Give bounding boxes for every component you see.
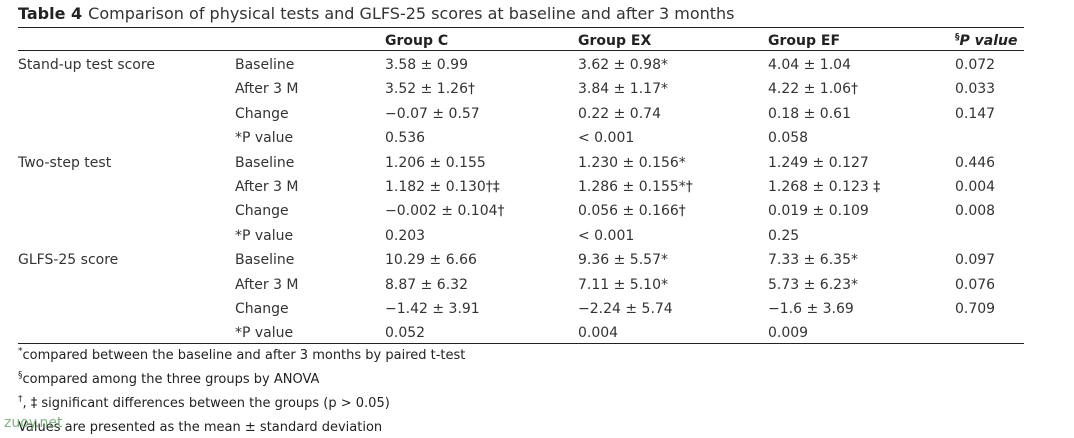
group-ex-cell: 1.286 ± 0.155*† xyxy=(578,179,693,195)
bottom-rule xyxy=(18,343,1024,344)
top-rule xyxy=(18,27,1024,28)
group-ef-cell: 1.249 ± 0.127 xyxy=(768,155,869,171)
table-title: Comparison of physical tests and GLFS-25… xyxy=(88,4,735,23)
footnote-text: , ‡ significant differences between the … xyxy=(22,396,390,411)
group-ex-cell: 9.36 ± 5.57* xyxy=(578,252,668,268)
measure-cell: Baseline xyxy=(235,155,295,171)
p-value-cell: 0.147 xyxy=(955,106,996,122)
group-ef-cell: 0.019 ± 0.109 xyxy=(768,203,869,219)
section-sign: § xyxy=(955,32,960,43)
footnote-anova: §compared among the three groups by ANOV… xyxy=(18,370,320,388)
group-ef-cell: 0.18 ± 0.61 xyxy=(768,106,851,122)
footnote-symbol: † xyxy=(18,394,23,405)
group-ef-cell: 1.268 ± 0.123 ‡ xyxy=(768,179,881,195)
group-c-cell: 10.29 ± 6.66 xyxy=(385,252,477,268)
group-c-cell: −1.42 ± 3.91 xyxy=(385,301,480,317)
p-value-cell: 0.004 xyxy=(955,179,996,195)
p-value-cell: 0.072 xyxy=(955,57,996,73)
group-c-cell: −0.002 ± 0.104† xyxy=(385,203,505,219)
measure-cell: *P value xyxy=(235,228,294,244)
group-c-cell: 0.536 xyxy=(385,130,426,146)
footnote-text: compared between the baseline and after … xyxy=(22,348,466,363)
p-value-cell: 0.446 xyxy=(955,155,996,171)
measure-cell: After 3 M xyxy=(235,179,299,195)
header-group-c: Group C xyxy=(385,33,449,49)
measure-cell: Change xyxy=(235,301,289,317)
group-ex-cell: 0.004 xyxy=(578,325,619,341)
p-value-cell: 0.076 xyxy=(955,277,996,293)
row-category: Two-step test xyxy=(18,155,112,171)
p-value-cell: 0.097 xyxy=(955,252,996,268)
measure-cell: Change xyxy=(235,106,289,122)
footnote-symbol: * xyxy=(18,346,23,357)
measure-cell: Change xyxy=(235,203,289,219)
footnote-paired: *compared between the baseline and after… xyxy=(18,346,466,364)
table-caption: Table 4 Comparison of physical tests and … xyxy=(18,4,735,23)
group-c-cell: −0.07 ± 0.57 xyxy=(385,106,480,122)
group-ef-cell: 0.058 xyxy=(768,130,809,146)
header-rule xyxy=(18,50,1024,51)
p-value-cell: 0.008 xyxy=(955,203,996,219)
group-ef-cell: 0.25 xyxy=(768,228,800,244)
row-category: Stand-up test score xyxy=(18,57,155,73)
group-ef-cell: 5.73 ± 6.23* xyxy=(768,277,858,293)
group-ex-cell: 3.84 ± 1.17* xyxy=(578,81,668,97)
group-c-cell: 8.87 ± 6.32 xyxy=(385,277,468,293)
group-ef-cell: −1.6 ± 3.69 xyxy=(768,301,854,317)
measure-cell: *P value xyxy=(235,130,294,146)
group-ef-cell: 4.22 ± 1.06† xyxy=(768,81,858,97)
watermark: zuoy.net xyxy=(4,415,63,431)
measure-cell: After 3 M xyxy=(235,277,299,293)
header-p-value: §P value xyxy=(955,32,1017,50)
footnote-significance: †, ‡ significant differences between the… xyxy=(18,394,390,412)
group-ex-cell: 1.230 ± 0.156* xyxy=(578,155,686,171)
footnote-symbol: § xyxy=(18,370,23,381)
measure-cell: Baseline xyxy=(235,57,295,73)
group-c-cell: 0.203 xyxy=(385,228,426,244)
group-c-cell: 1.206 ± 0.155 xyxy=(385,155,486,171)
group-ex-cell: 0.22 ± 0.74 xyxy=(578,106,661,122)
measure-cell: Baseline xyxy=(235,252,295,268)
header-group-ef: Group EF xyxy=(768,33,841,49)
group-ef-cell: 0.009 xyxy=(768,325,809,341)
group-c-cell: 3.58 ± 0.99 xyxy=(385,57,468,73)
group-ef-cell: 4.04 ± 1.04 xyxy=(768,57,851,73)
group-ex-cell: < 0.001 xyxy=(578,130,635,146)
footnote-text: compared among the three groups by ANOVA xyxy=(22,372,320,387)
measure-cell: After 3 M xyxy=(235,81,299,97)
header-group-ex: Group EX xyxy=(578,33,652,49)
group-ex-cell: 0.056 ± 0.166† xyxy=(578,203,686,219)
group-c-cell: 3.52 ± 1.26† xyxy=(385,81,475,97)
row-category: GLFS-25 score xyxy=(18,252,119,268)
p-value-cell: 0.033 xyxy=(955,81,996,97)
p-label: P value xyxy=(959,33,1018,49)
group-ex-cell: < 0.001 xyxy=(578,228,635,244)
group-ef-cell: 7.33 ± 6.35* xyxy=(768,252,858,268)
group-c-cell: 0.052 xyxy=(385,325,426,341)
measure-cell: *P value xyxy=(235,325,294,341)
group-ex-cell: 3.62 ± 0.98* xyxy=(578,57,668,73)
group-c-cell: 1.182 ± 0.130†‡ xyxy=(385,179,500,195)
footnote-values: Values are presented as the mean ± stand… xyxy=(18,420,383,435)
p-value-cell: 0.709 xyxy=(955,301,996,317)
table-label: Table 4 xyxy=(18,4,83,23)
group-ex-cell: 7.11 ± 5.10* xyxy=(578,277,668,293)
group-ex-cell: −2.24 ± 5.74 xyxy=(578,301,673,317)
